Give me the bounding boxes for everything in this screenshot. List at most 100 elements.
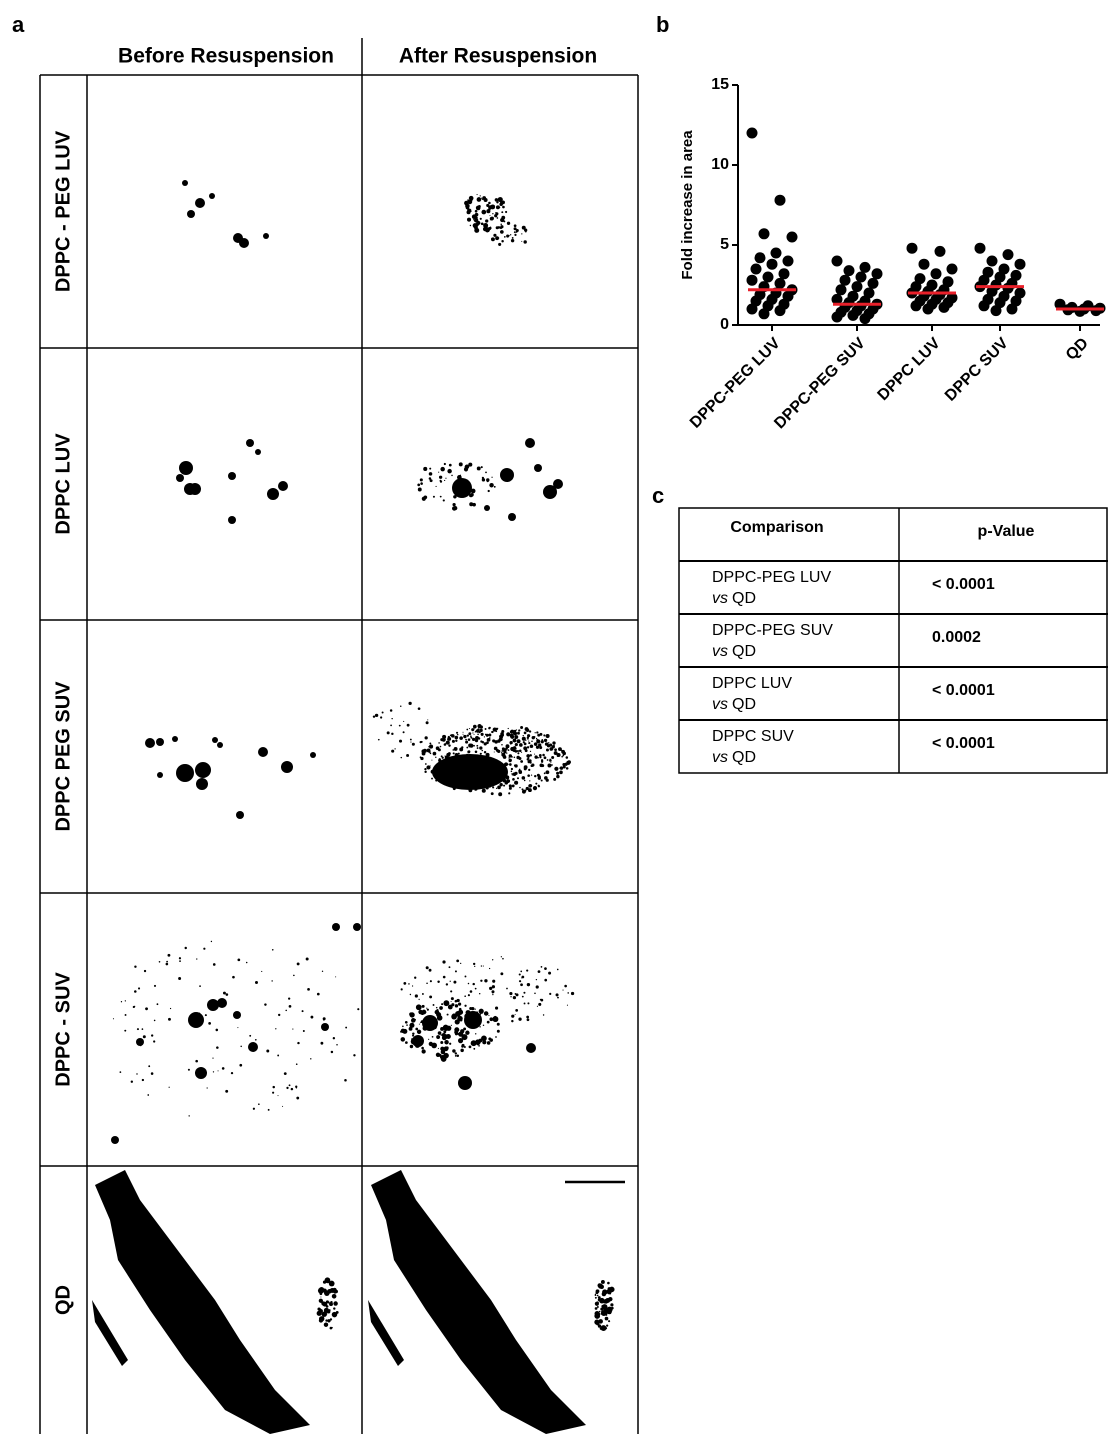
blob — [483, 965, 484, 966]
blob — [519, 743, 523, 747]
blob — [225, 1090, 228, 1093]
table-header: p-Value — [978, 523, 1035, 540]
blob — [488, 734, 491, 737]
blob — [431, 760, 432, 761]
data-point — [987, 256, 998, 267]
blob — [255, 1039, 257, 1041]
blob — [231, 1072, 233, 1074]
data-point — [763, 272, 774, 283]
blob — [471, 1040, 477, 1046]
blob — [444, 755, 445, 756]
blob — [531, 764, 534, 767]
blob — [195, 1067, 207, 1079]
blob — [506, 732, 510, 736]
blob — [441, 1056, 447, 1062]
blob — [415, 1043, 420, 1048]
blob — [154, 985, 156, 987]
blob — [489, 483, 493, 487]
blob — [216, 1029, 219, 1032]
blob — [535, 732, 536, 733]
blob — [442, 765, 446, 769]
blob — [538, 1003, 541, 1006]
blob — [541, 759, 543, 761]
blob — [484, 751, 486, 753]
blob — [450, 990, 452, 992]
blob — [329, 1281, 335, 1287]
blob — [151, 1034, 153, 1036]
cell-mask — [92, 1300, 128, 1366]
cell-mask — [95, 1170, 310, 1434]
blob — [517, 732, 520, 735]
blob — [552, 741, 555, 744]
blob — [246, 962, 248, 964]
blob — [509, 741, 512, 744]
row-label: DPPC LUV — [52, 433, 74, 535]
blob — [429, 1042, 433, 1046]
blob — [490, 1038, 493, 1041]
blob — [248, 1042, 258, 1052]
blob — [406, 1024, 408, 1026]
blob — [511, 1015, 514, 1018]
blob — [475, 216, 478, 219]
blob — [289, 1005, 292, 1008]
blob — [514, 730, 515, 731]
blob — [474, 228, 479, 233]
blob — [468, 750, 470, 752]
p-value: 0.0002 — [932, 629, 981, 646]
blob — [207, 1087, 208, 1088]
blob — [394, 748, 395, 749]
blob — [601, 1313, 602, 1314]
data-point — [860, 313, 871, 324]
blob — [420, 478, 423, 481]
blob — [145, 1007, 148, 1010]
blob — [321, 1023, 329, 1031]
blob — [136, 1038, 144, 1046]
blob — [154, 1020, 156, 1022]
blob — [401, 988, 403, 990]
blob — [212, 1057, 213, 1058]
blob — [441, 1050, 446, 1055]
blob — [544, 739, 547, 742]
blob — [447, 739, 448, 740]
blob — [469, 1045, 472, 1048]
blob — [600, 1307, 603, 1310]
blob — [436, 1007, 438, 1009]
blob — [439, 1006, 443, 1010]
blob — [461, 755, 465, 759]
blob — [469, 769, 472, 772]
blob — [443, 499, 445, 501]
blob — [545, 742, 548, 745]
blob — [500, 225, 503, 228]
blob — [142, 1079, 144, 1081]
blob — [306, 957, 309, 960]
p-value: < 0.0001 — [932, 576, 995, 593]
blob — [277, 1055, 279, 1057]
blob — [272, 949, 274, 951]
data-point — [907, 243, 918, 254]
blob — [534, 993, 536, 995]
blob — [273, 1086, 275, 1088]
blob — [524, 1003, 526, 1005]
blob — [483, 1025, 484, 1026]
blob — [492, 739, 495, 742]
blob — [502, 206, 505, 209]
blob — [476, 206, 481, 211]
blob — [486, 741, 489, 744]
blob — [481, 222, 484, 225]
blob — [561, 756, 563, 758]
blob — [466, 754, 468, 756]
blob — [477, 766, 480, 769]
blob — [336, 1311, 339, 1314]
blob — [468, 983, 470, 985]
blob — [297, 962, 300, 965]
data-point — [852, 281, 863, 292]
blob — [438, 1031, 442, 1035]
blob — [435, 757, 436, 758]
blob — [451, 1003, 454, 1006]
x-tick-label: QD — [1063, 335, 1092, 364]
blob — [485, 219, 488, 222]
blob — [455, 1052, 457, 1054]
blob — [508, 759, 511, 762]
blob — [559, 770, 563, 774]
blob — [542, 754, 545, 757]
